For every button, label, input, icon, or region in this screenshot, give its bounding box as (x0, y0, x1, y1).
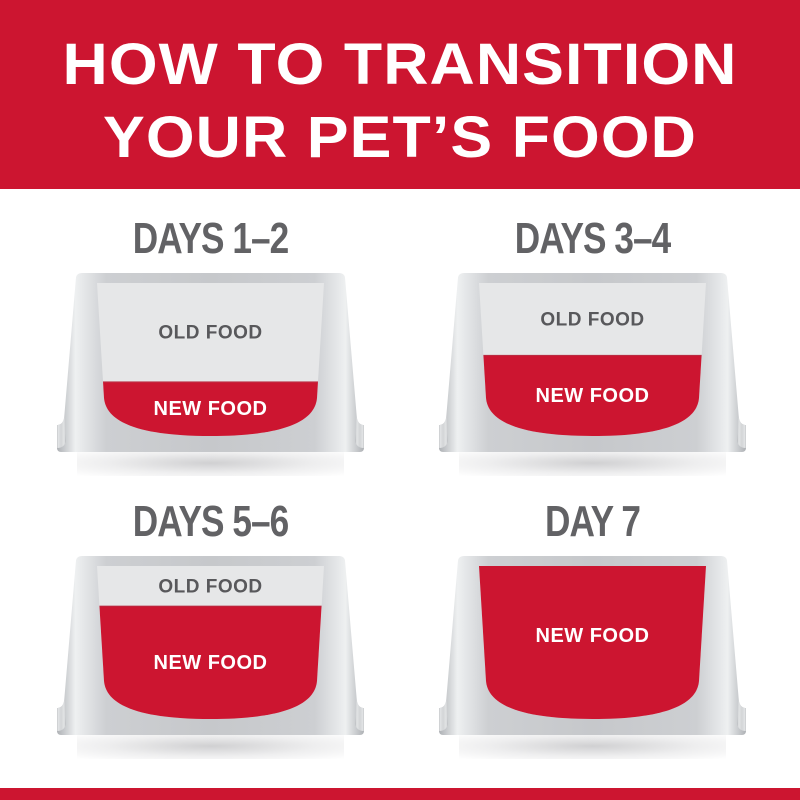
svg-text:NEW FOOD: NEW FOOD (154, 652, 268, 674)
svg-text:NEW FOOD: NEW FOOD (154, 398, 268, 420)
svg-text:NEW FOOD: NEW FOOD (536, 625, 650, 647)
svg-text:OLD FOOD: OLD FOOD (158, 323, 262, 344)
svg-text:OLD FOOD: OLD FOOD (540, 309, 644, 330)
svg-text:OLD FOOD: OLD FOOD (158, 576, 262, 597)
svg-text:NEW FOOD: NEW FOOD (536, 385, 650, 407)
